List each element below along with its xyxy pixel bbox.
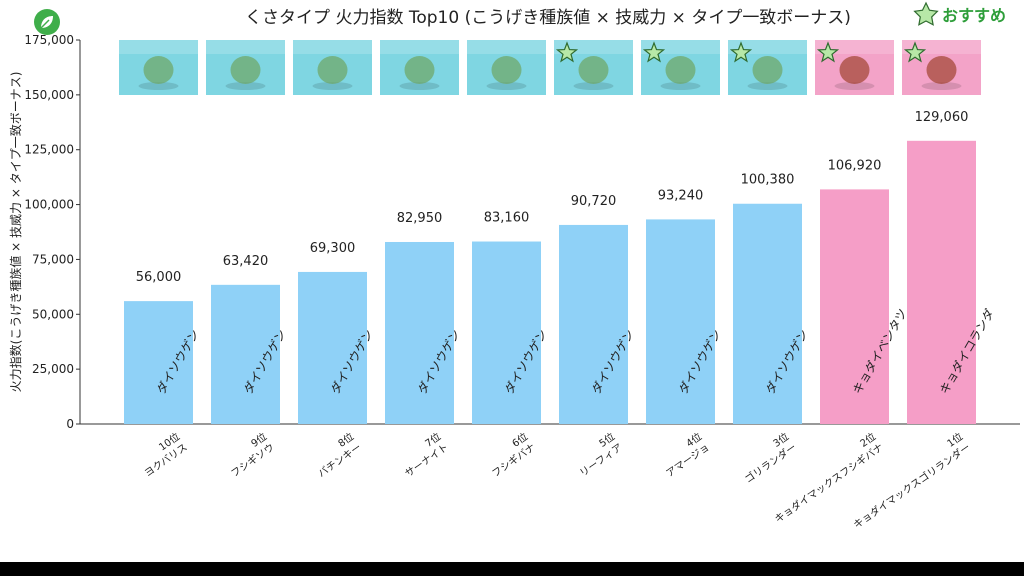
pokemon-sprite xyxy=(404,56,435,84)
pokemon-sprite xyxy=(578,56,609,84)
thumbnail-highlight xyxy=(293,40,372,54)
value-label: 56,000 xyxy=(136,270,182,285)
pokemon-shadow xyxy=(138,82,179,90)
pokemon-name-label: ゴリランダー xyxy=(742,440,799,485)
pokemon-sprite xyxy=(230,56,261,84)
thumbnail-highlight xyxy=(380,40,459,54)
bar xyxy=(385,241,454,424)
value-label: 100,380 xyxy=(741,173,795,188)
recommended-star-icon xyxy=(816,41,840,63)
thumbnail-highlight xyxy=(119,40,198,54)
recommended-star-icon xyxy=(555,41,579,63)
pokemon-shadow xyxy=(312,82,353,90)
recommended-star-icon xyxy=(642,41,666,63)
thumbnail-highlight xyxy=(206,40,285,54)
bar xyxy=(646,219,715,424)
value-label: 90,720 xyxy=(571,194,617,209)
bottom-bar xyxy=(0,562,1024,576)
pokemon-shadow xyxy=(921,82,962,90)
bar xyxy=(733,203,802,424)
pokemon-sprite xyxy=(491,56,522,84)
pokemon-thumbnails xyxy=(119,40,981,95)
bar xyxy=(907,140,976,424)
pokemon-name-label: アマージョ xyxy=(665,442,712,480)
pokemon-shadow xyxy=(486,82,527,90)
y-axis-label: 火力指数(こうげき種族値 × 技威力 × タイプ一致ボーナス) xyxy=(8,72,23,393)
y-tick-label: 100,000 xyxy=(24,198,74,212)
value-label: 82,950 xyxy=(397,211,443,226)
bar xyxy=(211,284,280,424)
chart-title: くさタイプ 火力指数 Top10 (こうげき種族値 × 技威力 × タイプ一致ボ… xyxy=(245,8,851,28)
value-label: 93,240 xyxy=(658,188,704,203)
pokemon-sprite xyxy=(752,56,783,84)
y-tick-label: 175,000 xyxy=(24,33,74,47)
y-tick-label: 25,000 xyxy=(32,362,74,376)
y-tick-label: 50,000 xyxy=(32,307,74,321)
pokemon-shadow xyxy=(399,82,440,90)
pokemon-shadow xyxy=(747,82,788,90)
y-tick-label: 75,000 xyxy=(32,252,74,266)
value-label: 106,920 xyxy=(828,158,882,173)
pokemon-shadow xyxy=(225,82,266,90)
legend-label: おすすめ xyxy=(942,6,1006,25)
pokemon-sprite xyxy=(926,56,957,84)
value-label: 69,300 xyxy=(310,241,356,256)
bar xyxy=(472,241,541,424)
pokemon-sprite xyxy=(665,56,696,84)
recommended-star-icon xyxy=(729,41,753,63)
pokemon-shadow xyxy=(660,82,701,90)
pokemon-sprite xyxy=(839,56,870,84)
y-tick-label: 150,000 xyxy=(24,88,74,102)
pokemon-shadow xyxy=(834,82,875,90)
star-icon xyxy=(913,1,939,26)
value-label: 63,420 xyxy=(223,254,269,269)
y-tick-label: 125,000 xyxy=(24,143,74,157)
bars: ダイソウゲン ダイソウゲン ダイソウゲン ダイソウゲン ダイソウゲン ダイソウゲン ダイソウ… xyxy=(124,140,997,424)
thumbnail-highlight xyxy=(467,40,546,54)
bar xyxy=(559,224,628,424)
value-labels: 56,000 63,420 69,300 82,950 83,160 90,720 93,2… xyxy=(136,110,969,285)
pokemon-shadow xyxy=(573,82,614,90)
value-label: 83,160 xyxy=(484,211,530,226)
pokemon-sprite xyxy=(317,56,348,84)
bar xyxy=(298,271,367,424)
bar xyxy=(820,189,889,424)
pokemon-sprite xyxy=(143,56,174,84)
bar xyxy=(124,301,193,424)
leaf-icon xyxy=(34,9,60,35)
y-tick-label: 0 xyxy=(66,417,74,431)
y-ticks: 0 25,000 50,000 75,000 100,000 125,000 150,000… xyxy=(24,33,80,431)
value-label: 129,060 xyxy=(915,110,969,125)
legend-recommended: おすすめ xyxy=(913,1,1006,26)
recommended-star-icon xyxy=(903,41,927,63)
